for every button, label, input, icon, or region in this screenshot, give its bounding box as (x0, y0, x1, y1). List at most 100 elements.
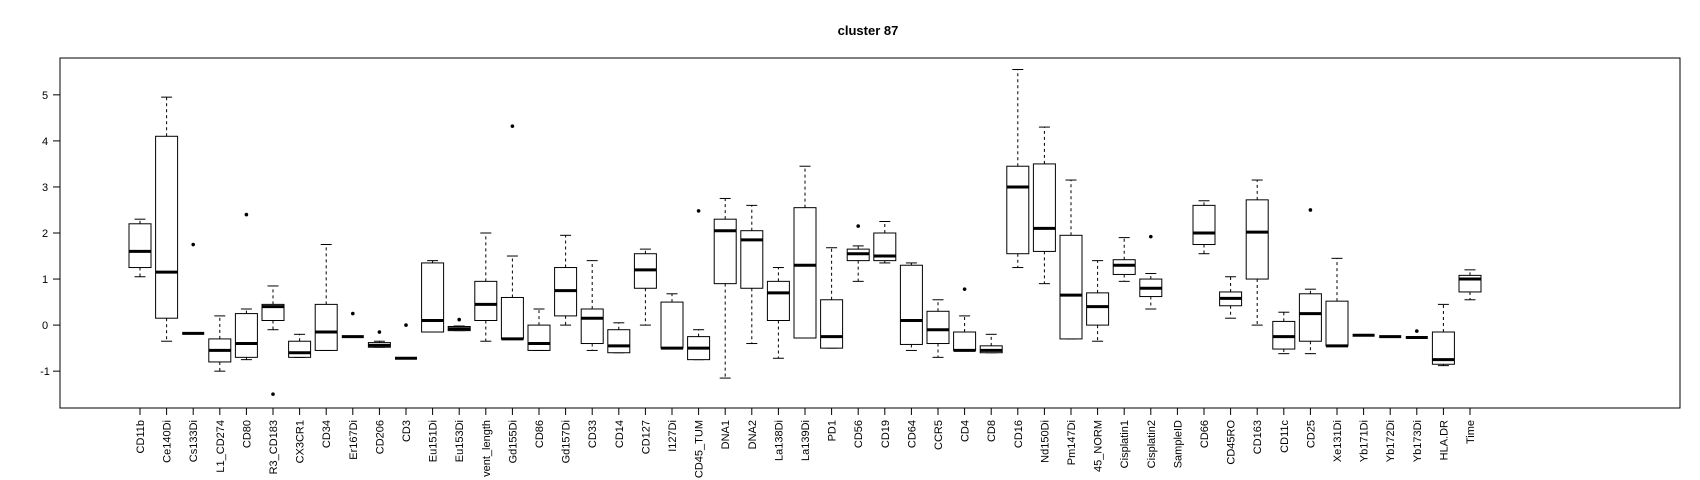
iqr-box (128, 223, 152, 269)
box-Eu151Di (421, 260, 445, 333)
iqr-box (1006, 165, 1030, 255)
outlier-point (1149, 234, 1153, 239)
x-tick-label: Yb172Di (1385, 420, 1397, 462)
x-tick-label: CD19 (880, 420, 892, 448)
y-tick-label: 0 (42, 320, 48, 332)
x-tick-label: CD66 (1199, 420, 1211, 448)
iqr-box (580, 308, 604, 345)
outlier-point (510, 124, 515, 128)
iqr-box (288, 340, 312, 358)
box-CD4 (953, 287, 977, 352)
box-DNA2 (740, 204, 764, 345)
iqr-box (766, 280, 790, 321)
box-CD45_TUM (687, 209, 711, 361)
box-CD80 (234, 212, 258, 361)
box-Gd157Di (554, 234, 578, 326)
x-tick-label: PD1 (827, 420, 839, 441)
x-tick-label: CD8 (986, 420, 998, 442)
box-CD19 (873, 220, 897, 264)
iqr-box (1112, 259, 1136, 275)
x-tick-label: CD163 (1252, 420, 1264, 454)
outlier-point (191, 242, 195, 247)
x-tick-label: Nd150Di (1039, 420, 1051, 463)
box-I127Di (660, 293, 684, 350)
x-tick-label: SampleID (1172, 420, 1184, 468)
x-tick-label: CD33 (587, 420, 599, 448)
iqr-box (421, 262, 445, 333)
iqr-box (1086, 292, 1110, 326)
x-tick-label: CD80 (241, 420, 253, 448)
x-tick-label: La138Di (773, 420, 785, 461)
y-tick-label: 2 (42, 228, 48, 240)
iqr-box (899, 264, 923, 345)
x-tick-label: Yb171Di (1359, 420, 1371, 462)
box-Cs133Di (182, 242, 205, 335)
box-R3_CD183 (261, 285, 285, 396)
x-tick-label: CD14 (614, 420, 626, 448)
x-tick-label: CD34 (321, 420, 333, 448)
x-tick-label: Gd157Di (561, 420, 573, 463)
box-L1_CD274 (208, 315, 232, 372)
box-Nd150Di (1032, 126, 1056, 285)
x-tick-label: DNA1 (720, 420, 732, 449)
box-CD8 (979, 333, 1003, 354)
iqr-box (1325, 300, 1349, 347)
x-tick-label: CD86 (534, 420, 546, 448)
x-tick-label: CD3 (401, 420, 413, 442)
x-tick-label: CD4 (960, 420, 972, 442)
box-CD34 (314, 244, 338, 351)
x-tick-label: Cisplatin1 (1119, 420, 1131, 468)
y-tick-label: -1 (40, 366, 50, 378)
chart-title: cluster 87 (838, 23, 899, 38)
box-CD25 (1298, 208, 1322, 355)
iqr-box (740, 230, 764, 289)
y-tick-label: 4 (42, 136, 48, 148)
box-Time (1458, 269, 1482, 301)
box-Cisplatin2 (1139, 234, 1163, 310)
box-Gd155Di (500, 124, 524, 341)
x-tick-label: Eu153Di (454, 420, 466, 462)
x-tick-label: La139Di (800, 420, 812, 461)
box-CD11c (1272, 311, 1296, 355)
box-CD14 (607, 322, 631, 354)
x-tick-label: CD16 (1013, 420, 1025, 448)
iqr-box (820, 299, 844, 349)
box-CD3 (395, 323, 417, 360)
outlier-point (457, 317, 462, 322)
x-tick-label: CD56 (853, 420, 865, 448)
box-Yb173Di (1405, 329, 1428, 340)
x-tick-label: CD11b (135, 420, 147, 453)
iqr-box (1192, 204, 1216, 246)
iqr-box (1298, 293, 1322, 342)
x-tick-label: Time (1465, 420, 1477, 444)
iqr-box (1059, 234, 1083, 340)
x-tick-label: Er167Di (348, 420, 360, 460)
box-series (128, 69, 1482, 396)
outlier-point (962, 287, 967, 291)
iqr-box (155, 135, 179, 319)
box-CD56 (846, 224, 870, 282)
x-tick-label: CD206 (374, 420, 386, 454)
box-Eu153Di (447, 317, 471, 332)
iqr-box (314, 303, 338, 351)
iqr-box (873, 232, 897, 262)
box-La139Di (793, 165, 817, 339)
box-45_NORM (1086, 260, 1110, 342)
outlier-point (1308, 208, 1313, 212)
iqr-box (713, 218, 737, 285)
box-CD11b (128, 218, 152, 278)
x-tick-label: CD127 (640, 420, 652, 454)
y-tick-label: 1 (42, 274, 48, 286)
iqr-box (527, 324, 551, 351)
x-tick-label: vent_length (481, 420, 493, 477)
box-PD1 (820, 247, 844, 349)
iqr-box (607, 329, 631, 354)
x-tick-label: Cisplatin2 (1146, 420, 1158, 468)
x-tick-label: CX3CR1 (295, 420, 307, 463)
outlier-point (271, 392, 275, 396)
box-CD163 (1245, 179, 1269, 326)
x-tick-label: L1_CD274 (215, 420, 227, 473)
outlier-point (351, 311, 355, 316)
box-CD64 (899, 262, 923, 351)
